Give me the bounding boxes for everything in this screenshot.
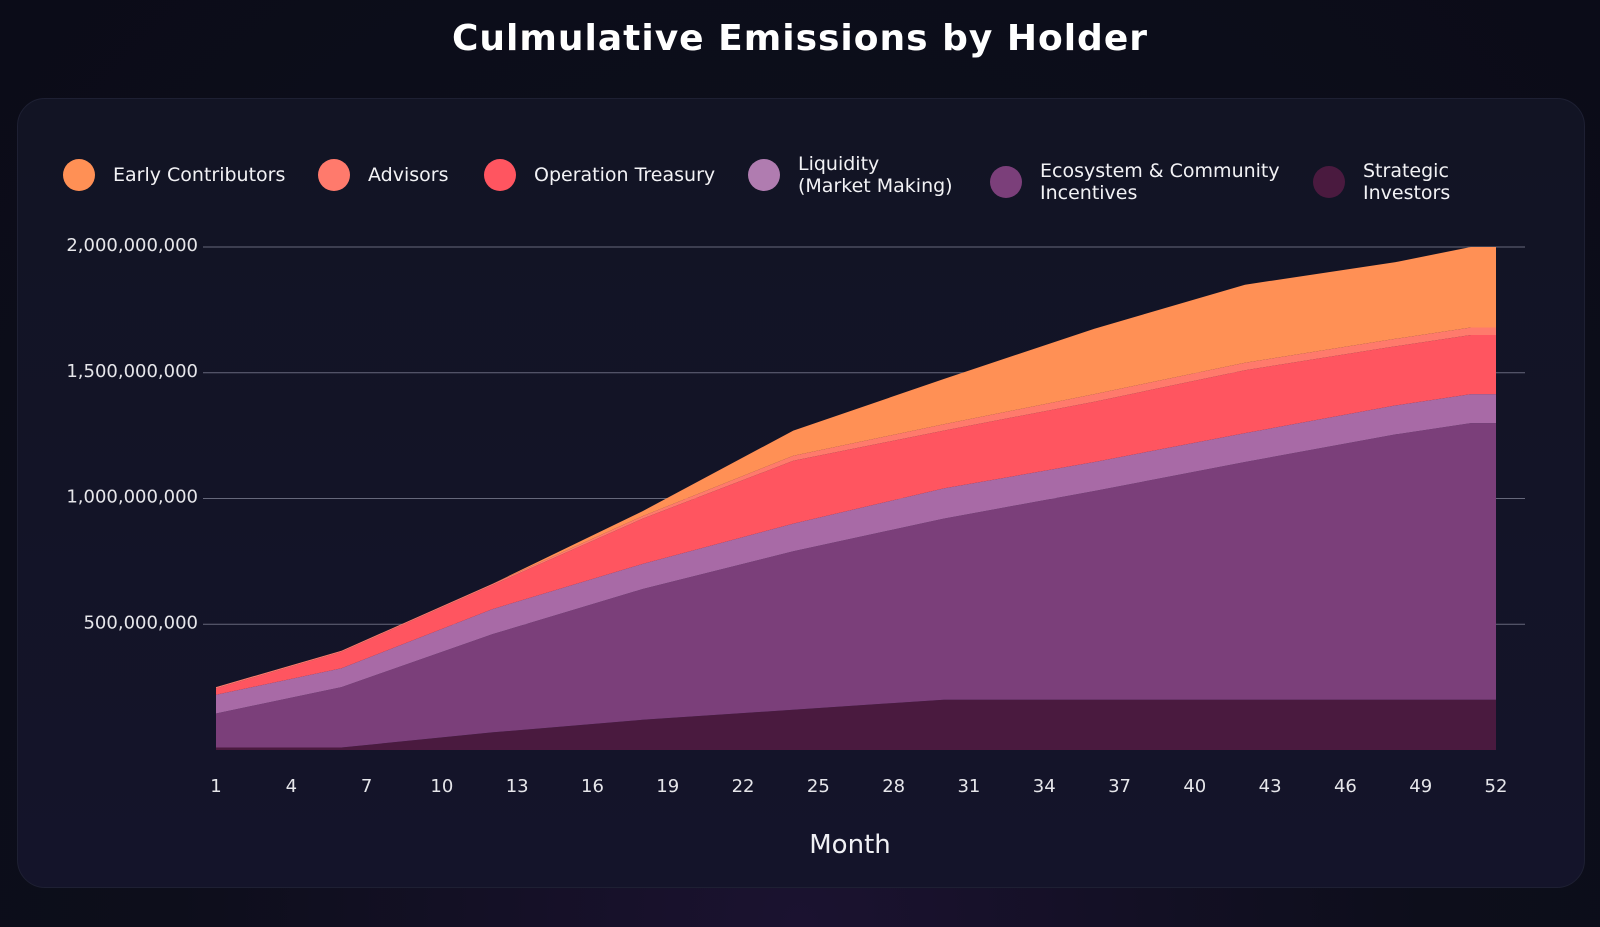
x-tick-label: 4 [286,776,297,797]
x-tick-label: 25 [807,776,830,797]
legend-swatch-liquidity [748,159,780,191]
legend-swatch-early-contributors [63,159,95,191]
area-early-contributors[interactable] [216,247,1496,688]
area-series [216,247,1496,750]
x-tick-label: 13 [506,776,529,797]
y-tick-label: 2,000,000,000 [66,235,198,256]
x-tick-label: 22 [732,776,755,797]
area-operation-treasury[interactable] [216,335,1496,695]
legend-item-advisors[interactable]: Advisors [318,159,448,191]
y-tick-label: 1,500,000,000 [66,361,198,382]
legend-label-ecosystem: Ecosystem & Community Incentives [1040,160,1280,204]
x-tick-label: 31 [957,776,980,797]
x-tick-label: 52 [1485,776,1508,797]
y-axis-ticks: 500,000,000 1,000,000,000 1,500,000,000 2,0… [66,235,198,633]
x-tick-label: 7 [361,776,372,797]
legend-label-operation-treasury: Operation Treasury [534,164,716,186]
x-tick-label: 43 [1259,776,1282,797]
legend-item-early-contributors[interactable]: Early Contributors [63,159,285,191]
x-tick-label: 40 [1183,776,1206,797]
legend-item-ecosystem[interactable]: Ecosystem & Community Incentives [990,160,1280,204]
area-ecosystem-community-incentives[interactable] [216,423,1496,748]
legend-item-operation-treasury[interactable]: Operation Treasury [484,159,715,191]
legend-item-strategic-investors[interactable]: Strategic Investors [1313,160,1450,204]
legend-label-early-contributors: Early Contributors [113,164,286,186]
y-tick-label: 500,000,000 [83,612,198,633]
x-tick-label: 37 [1108,776,1131,797]
x-tick-label: 34 [1033,776,1056,797]
legend-label-advisors: Advisors [368,164,449,186]
x-tick-label: 1 [210,776,221,797]
legend-swatch-advisors [318,159,350,191]
legend-item-liquidity[interactable]: Liquidity (Market Making) [748,153,953,197]
x-axis-label: Month [809,830,891,860]
chart-title: Culmulative Emissions by Holder [452,18,1148,59]
x-tick-label: 46 [1334,776,1357,797]
area-strategic-investors[interactable] [216,699,1496,750]
legend-label-strategic-investors: Strategic Investors [1363,160,1451,204]
x-tick-label: 49 [1409,776,1432,797]
x-tick-label: 28 [882,776,905,797]
area-liquidity-market-making[interactable] [216,394,1496,714]
x-tick-label: 16 [581,776,604,797]
legend-swatch-ecosystem [990,166,1022,198]
legend-label-liquidity: Liquidity (Market Making) [798,153,953,197]
legend-swatch-strategic-investors [1313,166,1345,198]
x-tick-label: 19 [656,776,679,797]
x-tick-label: 10 [430,776,453,797]
y-tick-label: 1,000,000,000 [66,487,198,508]
x-axis-ticks: 1 4 7 10 13 16 19 22 25 28 31 34 37 40 43 46 49 52 [210,776,1507,797]
legend-swatch-operation-treasury [484,159,516,191]
